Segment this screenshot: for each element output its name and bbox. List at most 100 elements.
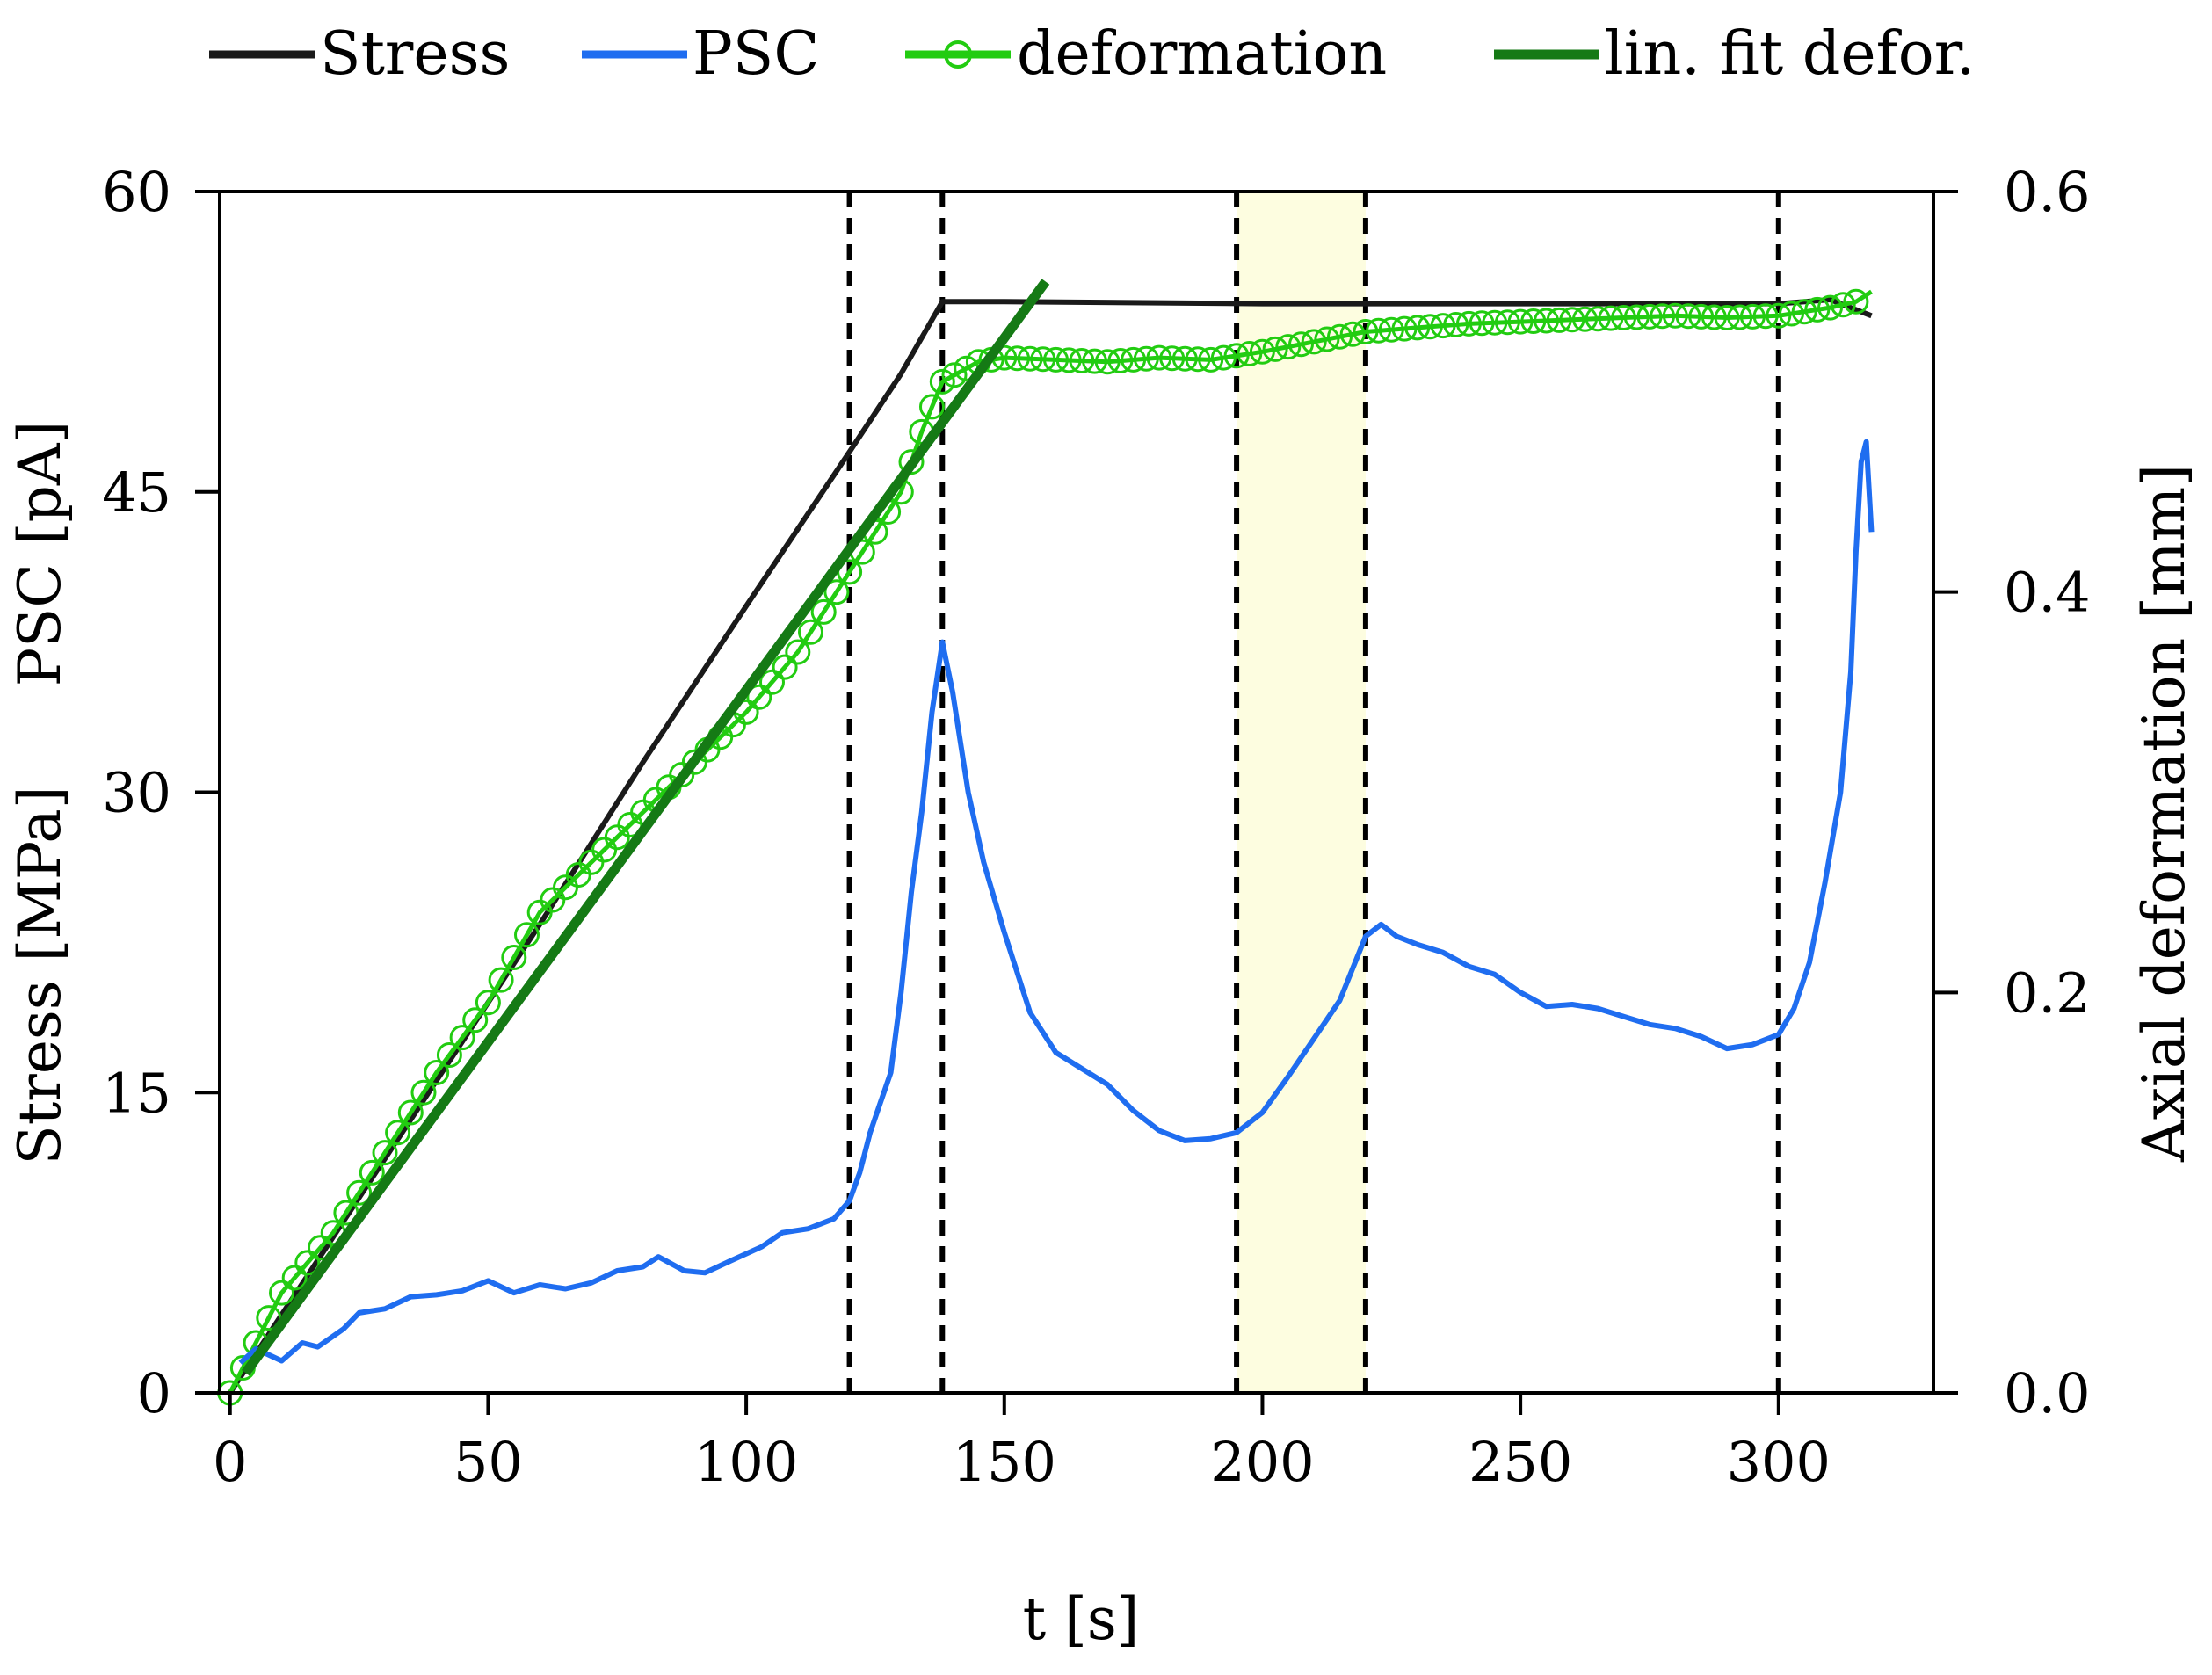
deformation-marker bbox=[269, 1280, 294, 1306]
deformation-marker bbox=[1585, 306, 1611, 332]
deformation-marker bbox=[1650, 303, 1676, 330]
deformation-marker bbox=[397, 1099, 424, 1126]
deformation-marker bbox=[488, 967, 514, 993]
y-right-tick-label: 0.4 bbox=[2004, 561, 2091, 625]
y-left-axis-title-stress: Stress [MPa] bbox=[6, 787, 74, 1165]
deformation-marker bbox=[759, 669, 785, 695]
deformation-marker bbox=[1249, 338, 1275, 365]
deformation-marker bbox=[501, 945, 527, 970]
legend-label-psc: PSC bbox=[693, 19, 819, 89]
deformation-marker bbox=[1017, 345, 1043, 372]
legend-label-linfit: lin. fit defor. bbox=[1605, 19, 1975, 89]
x-axis: 0 50 100 150 200 250 300 bbox=[213, 1430, 1831, 1494]
y-left-tick-label: 45 bbox=[102, 460, 171, 525]
deformation-marker bbox=[1830, 292, 1856, 318]
deformation-marker bbox=[1055, 347, 1082, 373]
deformation-marker bbox=[346, 1179, 373, 1206]
y-left-axis: 0 15 30 45 60 bbox=[102, 160, 171, 1425]
deformation-marker bbox=[1237, 341, 1263, 366]
y-left-axis-title-psc: PSC [pA] bbox=[6, 421, 74, 687]
deformation-marker bbox=[462, 1007, 489, 1033]
deformation-marker bbox=[1611, 305, 1637, 330]
deformation-marker bbox=[1443, 312, 1469, 337]
deformation-marker bbox=[1572, 306, 1598, 332]
deformation-marker bbox=[372, 1140, 398, 1166]
deformation-marker bbox=[1327, 323, 1353, 350]
y-right-tick-label: 0.6 bbox=[2004, 160, 2091, 224]
deformation-marker bbox=[1004, 345, 1030, 372]
y-left-tick-label: 15 bbox=[102, 1061, 171, 1125]
deformation-marker bbox=[1701, 304, 1727, 330]
deformation-marker bbox=[941, 362, 968, 388]
deformation-marker bbox=[898, 449, 925, 475]
deformation-marker bbox=[798, 619, 823, 645]
y-left-tick-label: 60 bbox=[102, 160, 171, 224]
deformation-marker bbox=[1185, 346, 1211, 373]
deformation-marker bbox=[1314, 326, 1340, 352]
legend-marker-deformation bbox=[944, 40, 972, 69]
deformation-marker bbox=[1069, 348, 1095, 373]
deformation-marker bbox=[785, 639, 811, 665]
deformation-marker bbox=[1159, 345, 1186, 372]
series-psc-line bbox=[238, 439, 1875, 1366]
deformation-marker bbox=[1133, 345, 1159, 372]
deformation-marker bbox=[1507, 308, 1534, 335]
x-tick-label: 250 bbox=[1469, 1430, 1572, 1494]
legend-label-deformation: deformation bbox=[1017, 19, 1387, 89]
deformation-marker bbox=[1817, 294, 1843, 321]
deformation-marker bbox=[1520, 308, 1547, 334]
deformation-marker bbox=[1223, 343, 1250, 369]
deformation-marker bbox=[514, 922, 540, 948]
deformation-marker bbox=[1779, 301, 1804, 327]
deformation-marker bbox=[772, 654, 798, 680]
deformation-marker bbox=[475, 990, 501, 1016]
deformation-marker bbox=[1688, 303, 1715, 330]
deformation-marker bbox=[1210, 344, 1237, 371]
deformation-marker bbox=[1417, 314, 1443, 340]
deformation-marker bbox=[1030, 346, 1056, 373]
deformation-marker bbox=[424, 1060, 450, 1085]
deformation-marker bbox=[823, 579, 850, 605]
deformation-marker bbox=[1262, 336, 1288, 362]
deformation-marker bbox=[1275, 334, 1302, 360]
series-linfit-line bbox=[241, 279, 1050, 1376]
y-right-tick-label: 0.2 bbox=[2004, 961, 2091, 1025]
x-axis-title: t [s] bbox=[1023, 1585, 1140, 1653]
deformation-marker bbox=[1675, 303, 1701, 330]
deformation-marker bbox=[1494, 309, 1520, 336]
deformation-marker bbox=[1094, 349, 1121, 375]
deformation-marker bbox=[294, 1250, 321, 1276]
deformation-marker bbox=[1301, 329, 1327, 355]
deformation-marker bbox=[1121, 346, 1147, 373]
deformation-marker bbox=[1366, 317, 1392, 344]
vertical-markers bbox=[846, 192, 1781, 1393]
deformation-marker bbox=[1391, 315, 1418, 342]
deformation-marker bbox=[746, 684, 772, 710]
deformation-marker bbox=[810, 598, 837, 625]
deformation-marker bbox=[449, 1025, 475, 1051]
deformation-marker bbox=[1469, 310, 1495, 337]
y-right-axis: 0.0 0.2 0.4 0.6 bbox=[2004, 160, 2091, 1425]
deformation-marker bbox=[1752, 303, 1779, 330]
deformation-marker bbox=[1623, 304, 1650, 330]
deformation-marker bbox=[359, 1159, 385, 1186]
deformation-marker bbox=[410, 1079, 437, 1106]
y-left-tick-label: 0 bbox=[137, 1361, 171, 1425]
deformation-marker bbox=[281, 1265, 308, 1291]
deformation-marker bbox=[1739, 303, 1766, 330]
highlight-band bbox=[1237, 192, 1366, 1393]
deformation-marker bbox=[1482, 309, 1508, 336]
deformation-marker bbox=[1107, 348, 1134, 373]
deformation-marker bbox=[919, 394, 945, 420]
deformation-marker bbox=[1043, 346, 1069, 373]
deformation-marker bbox=[1171, 345, 1198, 372]
deformation-marker bbox=[1339, 321, 1366, 347]
deformation-marker bbox=[1455, 310, 1482, 337]
x-tick-label: 50 bbox=[453, 1430, 523, 1494]
deformation-marker bbox=[1636, 303, 1663, 330]
y-right-tick-label: 0.0 bbox=[2004, 1361, 2091, 1425]
deformation-marker bbox=[1082, 348, 1108, 374]
legend: Stress PSC deformation lin. fit defor. bbox=[209, 19, 1975, 89]
